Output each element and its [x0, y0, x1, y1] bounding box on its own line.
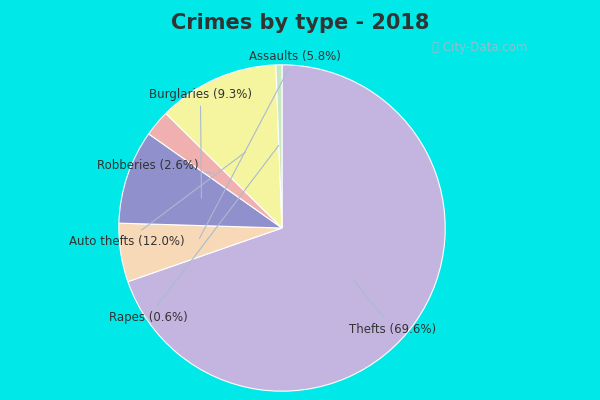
- Wedge shape: [119, 223, 282, 282]
- Wedge shape: [128, 65, 445, 391]
- Wedge shape: [166, 65, 282, 228]
- Text: Rapes (0.6%): Rapes (0.6%): [109, 145, 279, 324]
- Text: ⓘ City-Data.com: ⓘ City-Data.com: [432, 42, 527, 54]
- Text: Assaults (5.8%): Assaults (5.8%): [199, 50, 341, 238]
- Wedge shape: [119, 134, 282, 228]
- Text: Robberies (2.6%): Robberies (2.6%): [97, 160, 214, 173]
- Text: Thefts (69.6%): Thefts (69.6%): [349, 279, 437, 336]
- Text: Crimes by type - 2018: Crimes by type - 2018: [171, 13, 429, 33]
- Wedge shape: [149, 114, 282, 228]
- Text: Auto thefts (12.0%): Auto thefts (12.0%): [69, 152, 245, 248]
- Text: Burglaries (9.3%): Burglaries (9.3%): [149, 88, 252, 198]
- Wedge shape: [276, 65, 282, 228]
